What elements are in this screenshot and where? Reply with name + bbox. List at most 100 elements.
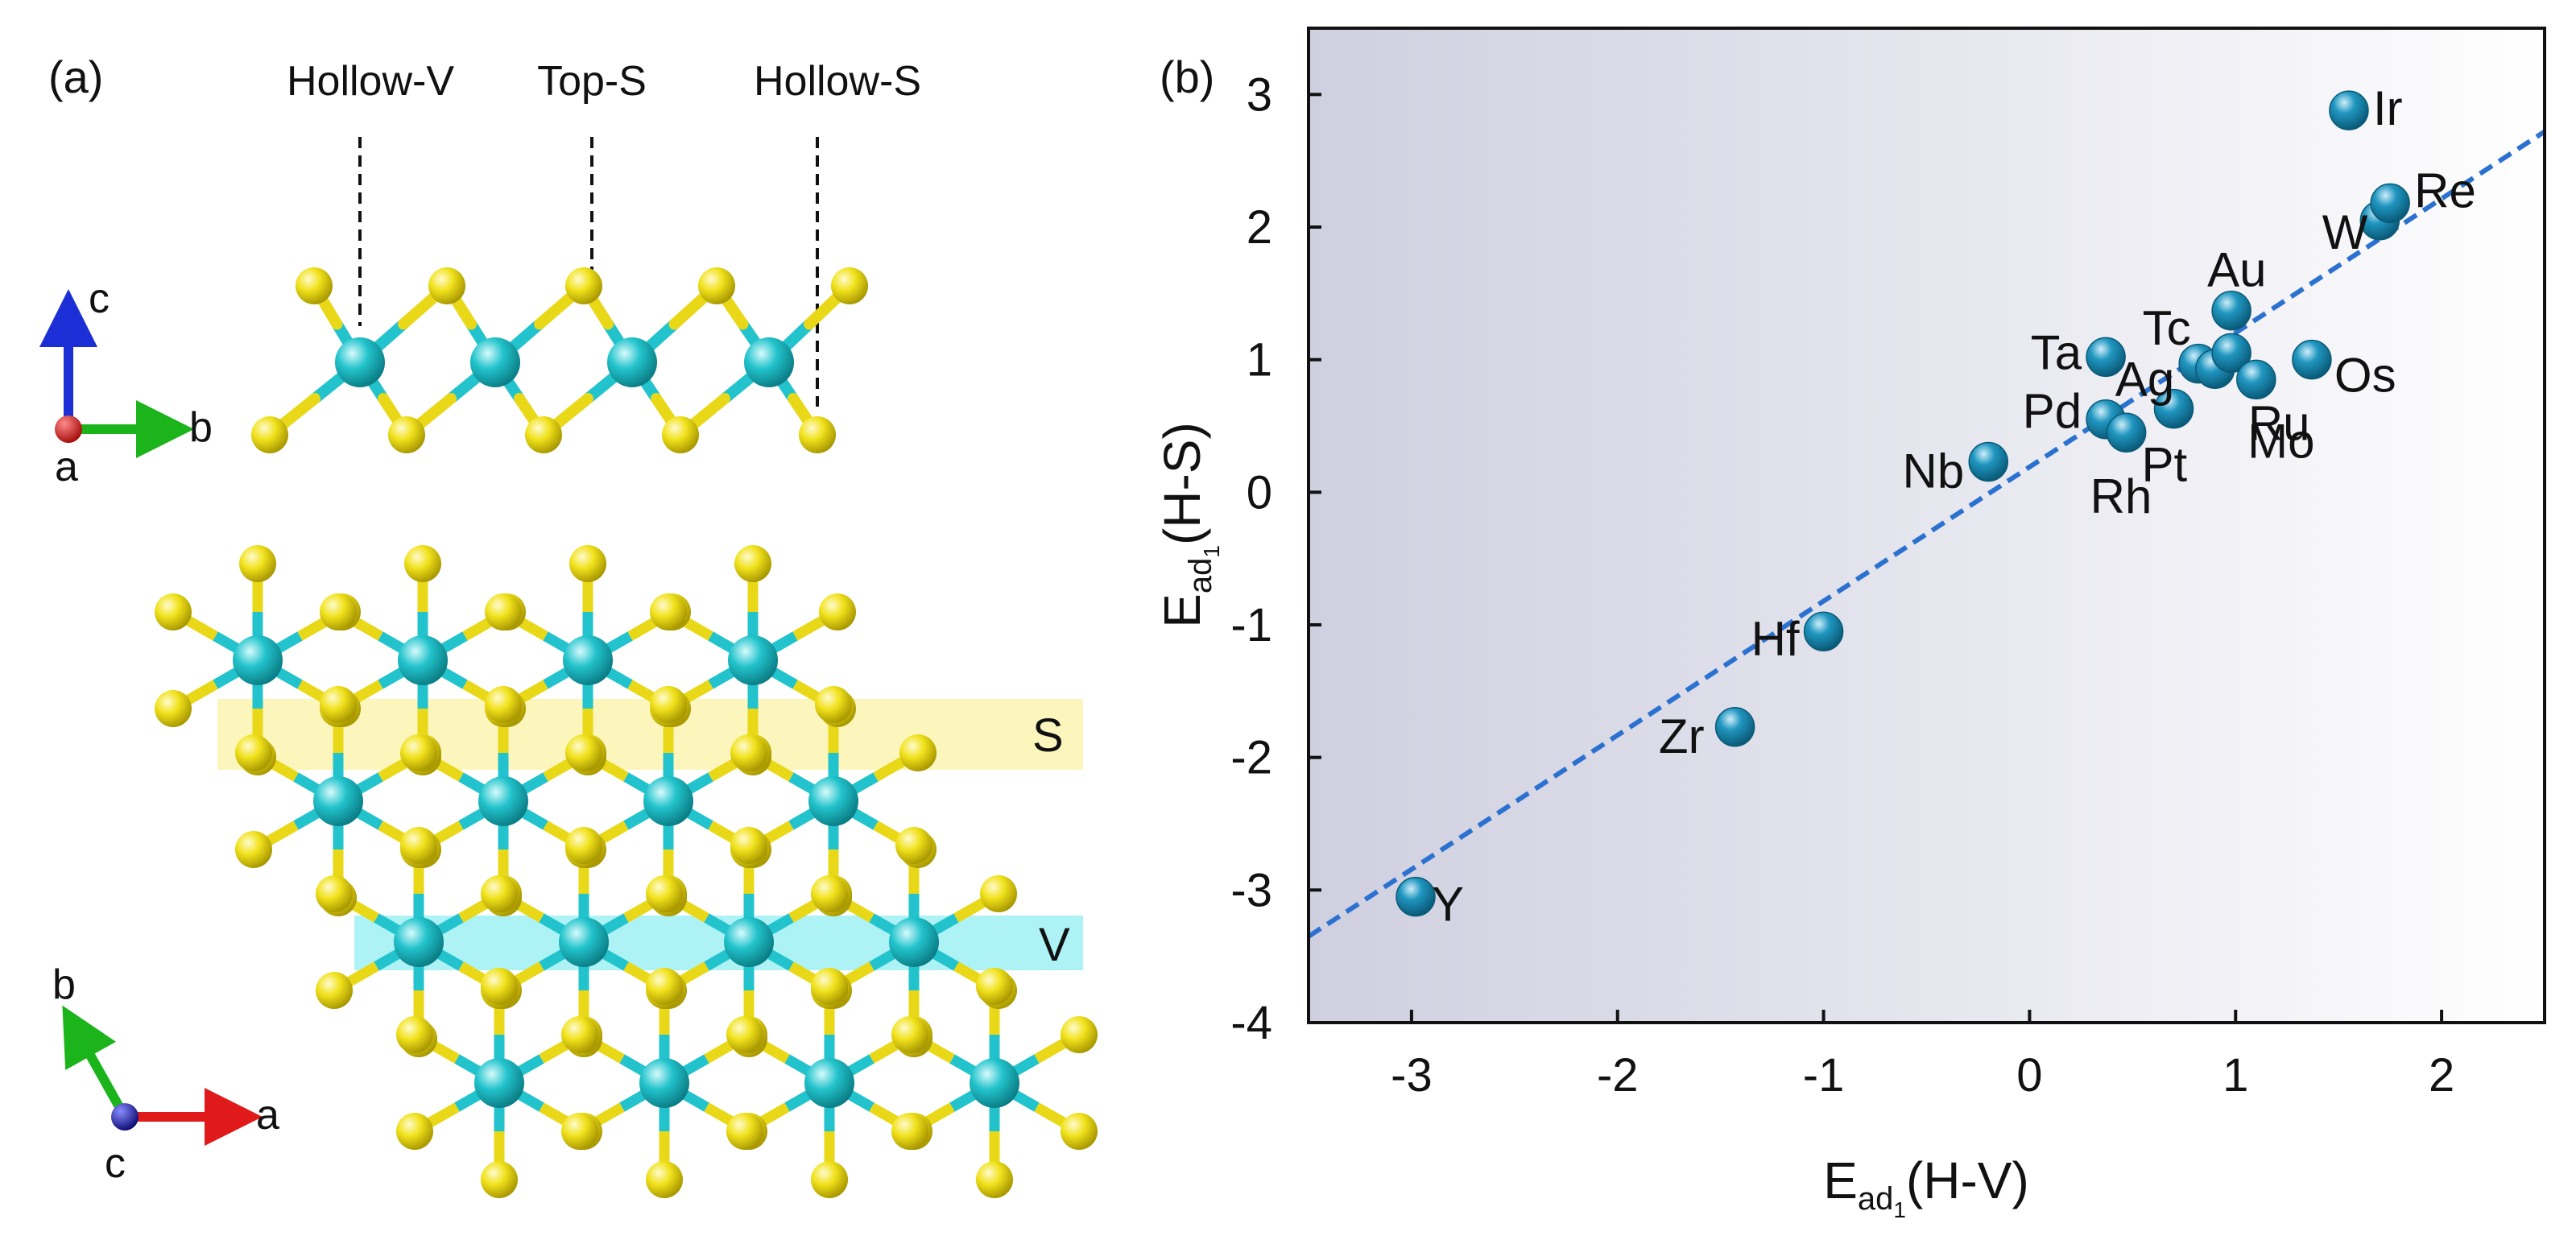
- axis-c-label: c: [89, 275, 110, 322]
- v-atom-top: [313, 776, 363, 826]
- v-atom-top: [559, 917, 609, 967]
- v-atom-top: [394, 917, 444, 967]
- s-atom: [296, 267, 333, 304]
- s-atom-top: [646, 875, 683, 912]
- point-label-hf: Hf: [1751, 612, 1800, 666]
- s-atom: [428, 267, 465, 304]
- x-tick-label: 0: [2016, 1049, 2042, 1102]
- v-atom-top: [398, 635, 448, 685]
- point-label-pt: Pt: [2142, 438, 2188, 492]
- s-atom: [698, 267, 735, 304]
- s-atom-top: [819, 593, 856, 630]
- point-label-nb: Nb: [1903, 444, 1965, 498]
- x-axis-label: Ead1(H-V): [1823, 1151, 2029, 1222]
- s-atom: [565, 267, 602, 304]
- data-point-ir: [2329, 90, 2369, 130]
- v-atom: [744, 337, 794, 387]
- s-atom-top: [481, 875, 518, 912]
- point-label-pd: Pd: [2023, 384, 2082, 438]
- s-atom: [799, 416, 836, 453]
- s-atom-top: [646, 1161, 683, 1198]
- y-axis-label: Ead1(H-S): [1153, 422, 1224, 628]
- s-atom-top: [485, 593, 522, 630]
- x-tick-label: 1: [2222, 1049, 2248, 1102]
- point-label-au: Au: [2207, 243, 2266, 297]
- s-atom-top: [891, 1113, 928, 1150]
- axes-indicator-top: b a c: [52, 961, 279, 1187]
- s-atom-top: [726, 1016, 763, 1053]
- data-point-pt: [2153, 388, 2194, 429]
- s-atom: [525, 416, 562, 453]
- y-tick-label: -3: [1230, 864, 1272, 916]
- s-atom-top: [730, 827, 767, 864]
- s-atom-top: [980, 875, 1017, 912]
- s-atom-top: [396, 1113, 433, 1150]
- s-atom-top: [155, 593, 192, 630]
- axis-ticks: -3 -2 -1 0 1 2 -4 -3 -2 -1 0 1 2 3: [1230, 68, 2454, 1102]
- y-tick-label: 1: [1247, 334, 1272, 387]
- s-atom-top: [320, 593, 357, 630]
- s-atom-top: [485, 686, 522, 723]
- v-atom: [335, 337, 385, 387]
- s-atom-top: [650, 686, 687, 723]
- v-atom-top: [728, 635, 778, 685]
- s-atom-top: [646, 968, 683, 1005]
- s-atom-top: [481, 968, 518, 1005]
- s-atom-top: [561, 1113, 598, 1150]
- s-atom-top: [811, 968, 848, 1005]
- panel-a: (a) Hollow-V Top-S Hollow-S c b a S V: [39, 52, 1098, 1198]
- axis-c-label-top: c: [105, 1140, 126, 1187]
- band-v-label: V: [1039, 919, 1070, 971]
- v-atom-top: [639, 1058, 689, 1108]
- axis-c-origin-top: [111, 1103, 139, 1131]
- data-point-os: [2292, 339, 2332, 380]
- y-tick-label: -4: [1230, 997, 1272, 1049]
- y-tick-label: -1: [1230, 599, 1272, 651]
- s-atom-top: [899, 734, 937, 771]
- panel-b-label: (b): [1160, 52, 1214, 102]
- y-tick-label: -2: [1230, 732, 1272, 784]
- v-atom-top: [804, 1058, 854, 1108]
- plot-background: [1309, 28, 2545, 1023]
- v-atom-top: [233, 635, 283, 685]
- s-atom-top: [569, 545, 606, 582]
- point-label-w: W: [2322, 205, 2368, 259]
- point-label-ta: Ta: [2031, 325, 2082, 379]
- s-atom-top: [976, 968, 1013, 1005]
- s-atom-top: [239, 545, 276, 582]
- point-label-re: Re: [2414, 163, 2476, 217]
- s-atom-top: [891, 1016, 928, 1053]
- data-point-y: [1396, 876, 1436, 917]
- data-point-re: [2370, 183, 2410, 224]
- point-label-ru: Ru: [2248, 396, 2310, 450]
- point-label-zr: Zr: [1659, 709, 1705, 763]
- data-point-zr: [1714, 707, 1755, 747]
- data-point-ru: [2236, 359, 2276, 400]
- s-atom-top: [400, 827, 437, 864]
- s-atom-top: [481, 1161, 518, 1198]
- s-atom-top: [811, 1161, 848, 1198]
- s-atom-top: [155, 690, 192, 727]
- s-atom-top: [316, 972, 353, 1009]
- s-atom: [251, 416, 288, 453]
- plot-frame: [1307, 27, 2546, 1024]
- s-atom-top: [404, 545, 441, 582]
- axis-a-label-top: a: [256, 1092, 279, 1139]
- axis-b-arrow-top: [62, 1005, 130, 1119]
- v-atom-top: [970, 1058, 1019, 1108]
- data-point-ta: [2086, 337, 2126, 378]
- axes-indicator-side: c b a: [39, 275, 213, 490]
- v-atom-top: [808, 776, 858, 826]
- s-atom-top: [726, 1113, 763, 1150]
- side-view-structure: [251, 267, 868, 453]
- axis-b-label-top: b: [52, 961, 76, 1008]
- s-atom-top: [1061, 1113, 1098, 1150]
- point-label-mo: Mo: [2247, 414, 2314, 468]
- s-atom: [388, 416, 425, 453]
- s-atom-top: [811, 875, 848, 912]
- s-atom-top: [565, 734, 602, 771]
- v-atom: [470, 337, 520, 387]
- s-atom-top: [1061, 1016, 1098, 1053]
